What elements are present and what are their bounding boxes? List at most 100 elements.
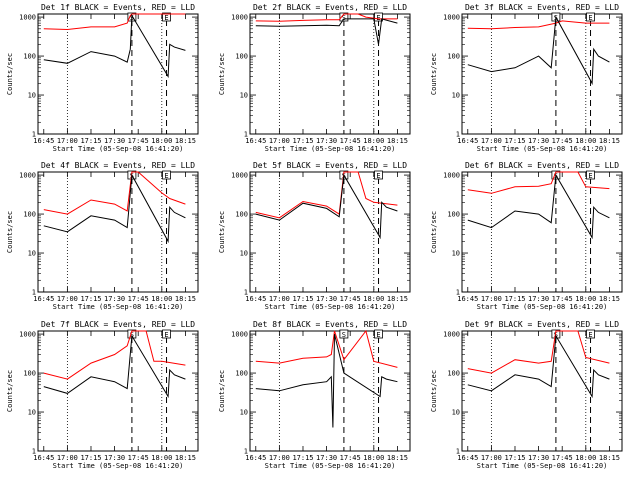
chart-title: Det 9f BLACK = Events, RED = LLD — [465, 320, 619, 329]
chart-panel-8: Det 8f BLACK = Events, RED = LLD 1 10 100 10… — [218, 320, 411, 470]
chart-title: Det 1f BLACK = Events, RED = LLD — [41, 3, 195, 12]
x-tick-label: 17:30 — [104, 295, 125, 303]
marker-label-e: E — [164, 172, 168, 180]
x-tick-label: 16:45 — [245, 454, 266, 462]
marker-box-e — [374, 170, 383, 180]
chart-title: Det 2f BLACK = Events, RED = LLD — [253, 3, 407, 12]
marker-box-e — [586, 329, 595, 339]
chart-title: Det 7f BLACK = Events, RED = LLD — [41, 320, 195, 329]
x-tick-label: 18:00 — [575, 137, 596, 145]
marker-label-e: E — [588, 14, 592, 22]
chart-panel-5: Det 5f BLACK = Events, RED = LLD 1 10 100 10… — [218, 161, 411, 311]
plot-frame — [249, 330, 411, 452]
y-tick-label: 1000 — [443, 172, 460, 180]
x-tick-label: 16:45 — [33, 137, 54, 145]
x-axis-label: Start Time (05-Sep-08 16:41:20) — [53, 145, 184, 153]
chart-panel-7: Det 7f BLACK = Events, RED = LLD 1 10 100 10… — [6, 320, 199, 470]
y-tick-label: 100 — [235, 211, 248, 219]
x-tick-label: 18:00 — [575, 454, 596, 462]
chart-title: Det 8f BLACK = Events, RED = LLD — [253, 320, 407, 329]
series-line-black — [43, 334, 186, 399]
y-tick-label: 1000 — [231, 172, 248, 180]
y-tick-label: 1 — [456, 289, 460, 297]
x-tick-label: 17:15 — [292, 137, 313, 145]
x-tick-label: 16:45 — [33, 295, 54, 303]
series-line-black — [467, 173, 610, 240]
series-line-red — [255, 329, 398, 368]
y-tick-label: 10 — [28, 92, 36, 100]
x-tick-label: 18:00 — [363, 295, 384, 303]
marker-box-e — [586, 12, 595, 22]
series-line-red — [43, 171, 186, 215]
y-axis-label: Counts/sec — [6, 370, 14, 412]
series-line-black — [43, 13, 186, 79]
x-tick-label: 17:15 — [80, 137, 101, 145]
plot-frame — [249, 13, 411, 135]
x-tick-label: 17:45 — [552, 295, 573, 303]
x-tick-label: 17:30 — [316, 295, 337, 303]
plot-frame — [461, 330, 623, 452]
x-axis-label: Start Time (05-Sep-08 16:41:20) — [477, 303, 608, 311]
chart-panel-9: Det 9f BLACK = Events, RED = LLD 1 10 100 10… — [430, 320, 623, 470]
x-axis-label: Start Time (05-Sep-08 16:41:20) — [53, 462, 184, 470]
y-tick-label: 100 — [447, 211, 460, 219]
y-tick-label: 1 — [244, 289, 248, 297]
chart-panel-6: Det 6f BLACK = Events, RED = LLD 1 10 100 10… — [430, 161, 623, 311]
x-tick-label: 16:45 — [457, 295, 478, 303]
marker-box-e — [586, 170, 595, 180]
x-tick-label: 17:30 — [528, 137, 549, 145]
series-line-red — [255, 13, 398, 22]
y-tick-label: 10 — [28, 409, 36, 417]
y-tick-label: 1000 — [19, 331, 36, 339]
y-axis-label: Counts/sec — [218, 211, 226, 253]
x-tick-label: 18:15 — [175, 295, 196, 303]
x-tick-label: 17:45 — [128, 137, 149, 145]
x-tick-label: 17:45 — [340, 454, 361, 462]
y-axis-label: Counts/sec — [218, 370, 226, 412]
x-axis-label: Start Time (05-Sep-08 16:41:20) — [53, 303, 184, 311]
y-tick-label: 1 — [244, 131, 248, 139]
x-tick-label: 18:00 — [151, 137, 172, 145]
x-tick-label: 16:45 — [457, 137, 478, 145]
y-tick-label: 1000 — [231, 14, 248, 22]
marker-box-e — [162, 329, 171, 339]
x-axis-label: Start Time (05-Sep-08 16:41:20) — [265, 145, 396, 153]
plot-frame — [249, 171, 411, 293]
series-line-black — [43, 173, 186, 244]
marker-label-e: E — [376, 331, 380, 339]
y-tick-label: 1 — [32, 131, 36, 139]
x-tick-label: 18:00 — [363, 137, 384, 145]
x-tick-label: 17:15 — [292, 295, 313, 303]
y-tick-label: 1000 — [19, 172, 36, 180]
y-tick-label: 10 — [240, 92, 248, 100]
y-tick-label: 100 — [23, 211, 36, 219]
y-tick-label: 10 — [28, 250, 36, 258]
y-tick-label: 1 — [456, 131, 460, 139]
x-tick-label: 17:45 — [552, 454, 573, 462]
marker-label-e: E — [376, 172, 380, 180]
y-tick-label: 1000 — [443, 331, 460, 339]
marker-box-e — [162, 170, 171, 180]
x-tick-label: 18:15 — [599, 137, 620, 145]
y-tick-label: 100 — [447, 370, 460, 378]
x-tick-label: 17:15 — [80, 454, 101, 462]
x-tick-label: 16:45 — [33, 454, 54, 462]
x-tick-label: 18:00 — [575, 295, 596, 303]
x-axis-label: Start Time (05-Sep-08 16:41:20) — [477, 462, 608, 470]
x-tick-label: 17:30 — [316, 454, 337, 462]
marker-box-e — [374, 12, 383, 22]
series-line-red — [43, 330, 186, 380]
x-tick-label: 16:45 — [457, 454, 478, 462]
series-line-red — [467, 20, 610, 30]
marker-label-s: S — [342, 14, 346, 22]
y-tick-label: 1 — [244, 448, 248, 456]
series-line-black — [255, 18, 398, 45]
chart-title: Det 5f BLACK = Events, RED = LLD — [253, 161, 407, 170]
x-tick-label: 17:00 — [481, 454, 502, 462]
x-axis-label: Start Time (05-Sep-08 16:41:20) — [477, 145, 608, 153]
series-line-black — [467, 15, 610, 86]
chart-panel-2: Det 2f BLACK = Events, RED = LLD 1 10 100 10… — [218, 3, 411, 153]
x-tick-label: 17:15 — [504, 454, 525, 462]
x-tick-label: 18:15 — [599, 454, 620, 462]
x-tick-label: 17:00 — [481, 137, 502, 145]
